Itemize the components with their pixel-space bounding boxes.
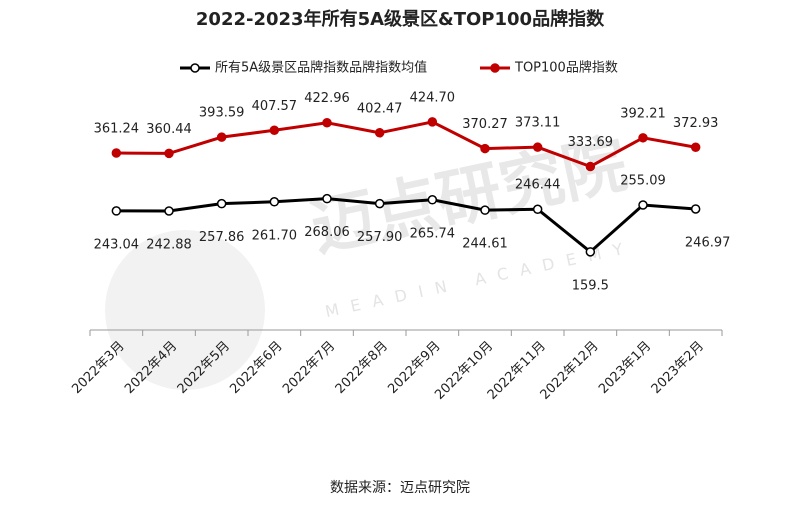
value-label: 372.93 [673, 116, 719, 131]
point [427, 117, 438, 127]
x-tick-label: 2022年7月 [280, 339, 338, 397]
value-label: 393.59 [199, 106, 245, 121]
legend-marker [190, 63, 200, 73]
point [164, 148, 174, 159]
value-label: 243.04 [94, 237, 140, 252]
point [480, 205, 490, 215]
point [427, 195, 438, 205]
legend-label: TOP100品牌指数 [514, 60, 618, 76]
value-label: 373.11 [515, 116, 561, 131]
value-label: 265.74 [410, 226, 456, 241]
value-label: 244.61 [462, 237, 508, 252]
value-label: 402.47 [357, 101, 403, 116]
value-label: 159.5 [572, 278, 609, 293]
point [111, 206, 122, 216]
value-label: 361.24 [94, 121, 140, 136]
x-tick-label: 2022年3月 [69, 339, 127, 397]
point [164, 206, 174, 216]
value-label: 360.44 [146, 122, 192, 137]
value-label: 422.96 [304, 91, 350, 106]
value-label: 392.21 [620, 106, 666, 121]
point [585, 247, 596, 257]
point [322, 117, 332, 128]
x-tick-label: 2023年2月 [649, 339, 707, 397]
point [532, 204, 543, 214]
point [269, 125, 280, 136]
series-line [116, 120, 696, 169]
point [374, 128, 385, 138]
value-label: 370.27 [462, 117, 508, 132]
value-label: 261.70 [252, 228, 298, 243]
point [532, 142, 543, 152]
x-tick-label: 2023年1月 [596, 339, 654, 397]
point [216, 198, 227, 209]
point [585, 161, 596, 172]
point [638, 133, 648, 143]
value-label: 255.09 [620, 174, 666, 189]
point [690, 204, 701, 214]
point [216, 132, 227, 142]
value-label: 424.70 [410, 90, 456, 105]
value-label: 257.90 [357, 230, 403, 245]
watermark-logo [105, 230, 265, 390]
point [322, 193, 332, 204]
point [111, 148, 122, 158]
legend-label: 所有5A级景区品牌指数品牌指数均值 [215, 60, 427, 76]
value-label: 407.57 [252, 99, 298, 114]
x-tick-label: 2022年8月 [333, 339, 391, 397]
legend-marker [490, 63, 500, 73]
point [690, 142, 701, 153]
point [269, 197, 280, 207]
chart-title: 2022-2023年所有5A级景区&TOP100品牌指数 [196, 8, 605, 30]
value-label: 257.86 [199, 230, 245, 245]
value-label: 333.69 [568, 135, 614, 150]
point [374, 198, 385, 209]
series-line [116, 197, 696, 254]
point [638, 200, 648, 210]
value-label: 246.44 [515, 178, 561, 193]
source: 数据来源：迈点研究院 [330, 480, 470, 496]
value-label: 246.97 [685, 235, 731, 250]
value-label: 242.88 [146, 237, 192, 252]
point [480, 143, 490, 154]
value-label: 268.06 [304, 225, 350, 240]
